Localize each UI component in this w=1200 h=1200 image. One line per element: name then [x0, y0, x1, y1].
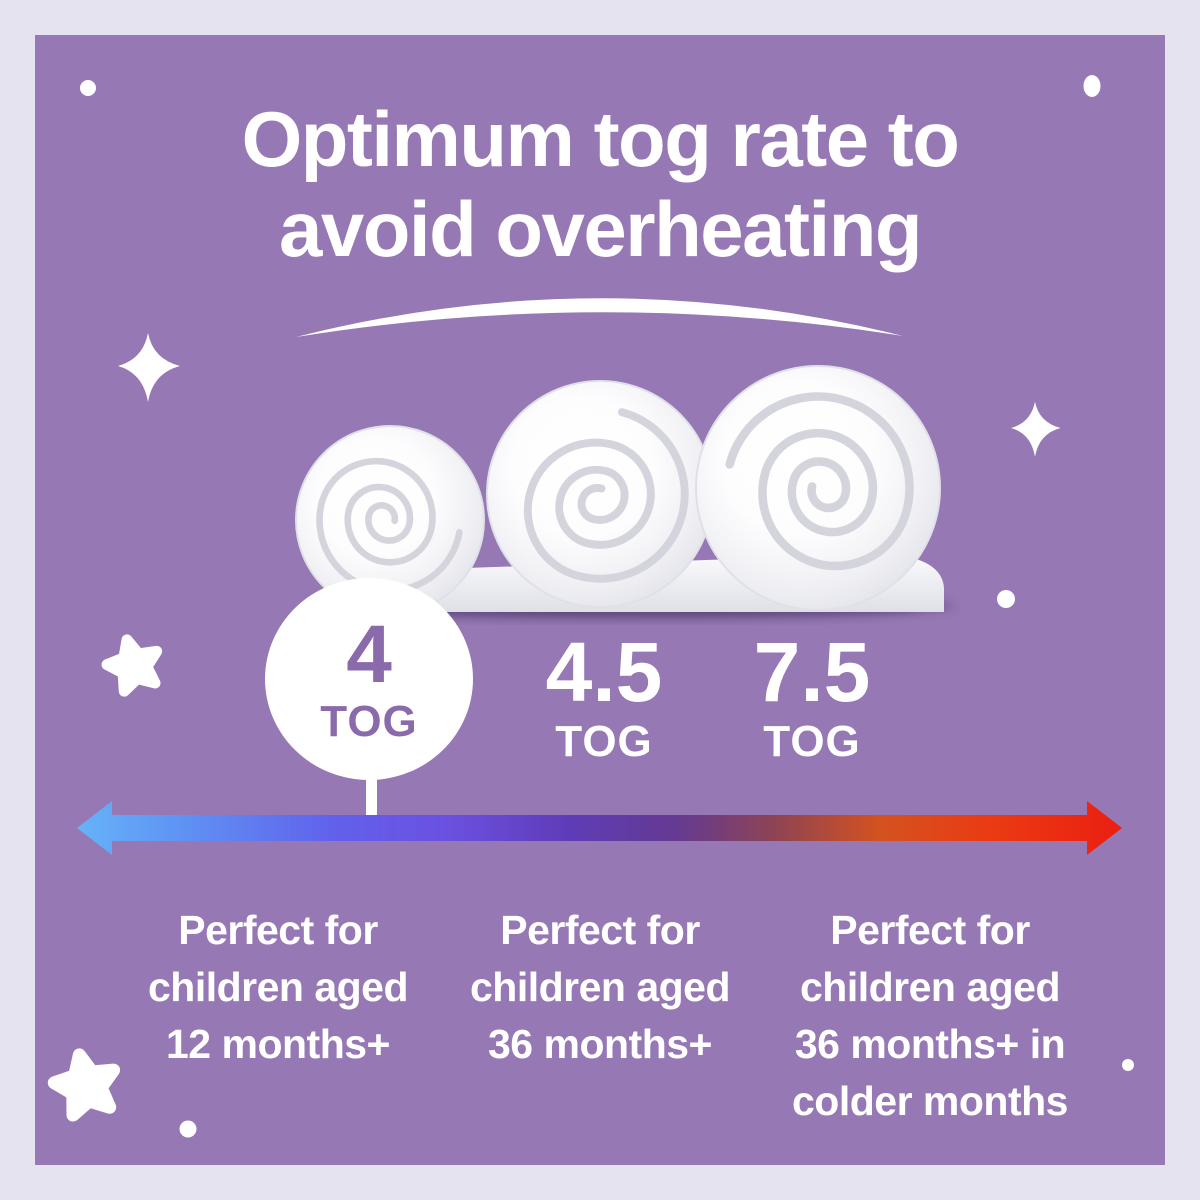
- note-line: children aged: [147, 964, 409, 1010]
- age-note-36-months-colder: Perfect for children aged 36 months+ in …: [748, 902, 1112, 1130]
- note-line: 36 months+: [488, 1021, 712, 1067]
- age-note-12-months: Perfect for children aged 12 months+: [98, 902, 458, 1073]
- age-note-36-months: Perfect for children aged 36 months+: [420, 902, 780, 1073]
- note-line: children aged: [799, 964, 1061, 1010]
- featured-tog-unit: TOG: [320, 697, 418, 746]
- page-title: Optimum tog rate to avoid overheating: [0, 94, 1200, 274]
- temperature-gradient-arrow-icon: [77, 801, 1122, 855]
- featured-tog-badge: 4 TOG: [265, 578, 473, 780]
- note-line: 36 months+ in: [794, 1021, 1066, 1067]
- note-line: 12 months+: [166, 1021, 390, 1067]
- underline-swoosh: [296, 298, 903, 337]
- duvet-roll-middle: [486, 380, 714, 608]
- title-line2: avoid overheating: [279, 185, 923, 273]
- badge-pointer-line: [366, 776, 377, 818]
- duvet-roll-right: [695, 365, 941, 611]
- tog-label-7-5: 7.5 TOG: [712, 630, 912, 764]
- note-line: Perfect for: [500, 907, 700, 953]
- note-line: children aged: [469, 964, 731, 1010]
- tog-value: 4.5: [545, 625, 663, 719]
- tog-value: 7.5: [753, 625, 871, 719]
- note-line: Perfect for: [830, 907, 1030, 953]
- note-line: Perfect for: [178, 907, 378, 953]
- featured-tog-value: 4: [346, 609, 392, 700]
- duvet-rolls-illustration: [295, 365, 955, 619]
- tog-unit: TOG: [763, 717, 861, 766]
- tog-unit: TOG: [555, 717, 653, 766]
- title-line1: Optimum tog rate to: [241, 95, 960, 183]
- note-line: colder months: [792, 1078, 1068, 1124]
- tog-label-4-5: 4.5 TOG: [504, 630, 704, 764]
